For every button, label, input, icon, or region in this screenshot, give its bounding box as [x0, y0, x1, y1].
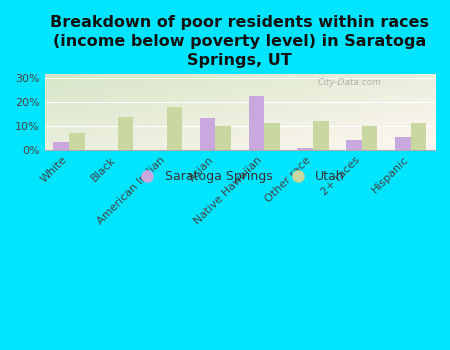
- Title: Breakdown of poor residents within races
(income below poverty level) in Saratog: Breakdown of poor residents within races…: [50, 15, 429, 68]
- Bar: [346, 140, 362, 150]
- Text: City-Data.com: City-Data.com: [318, 78, 382, 86]
- Bar: [166, 107, 182, 150]
- Bar: [362, 126, 378, 150]
- Bar: [313, 121, 328, 150]
- Bar: [395, 137, 410, 150]
- Bar: [216, 126, 231, 150]
- Bar: [248, 96, 264, 150]
- Bar: [69, 133, 85, 150]
- Bar: [118, 117, 133, 150]
- Bar: [264, 122, 280, 150]
- Legend: Saratoga Springs, Utah: Saratoga Springs, Utah: [130, 165, 350, 188]
- Bar: [297, 148, 313, 150]
- Bar: [410, 122, 426, 150]
- Bar: [54, 142, 69, 150]
- Bar: [200, 118, 216, 150]
